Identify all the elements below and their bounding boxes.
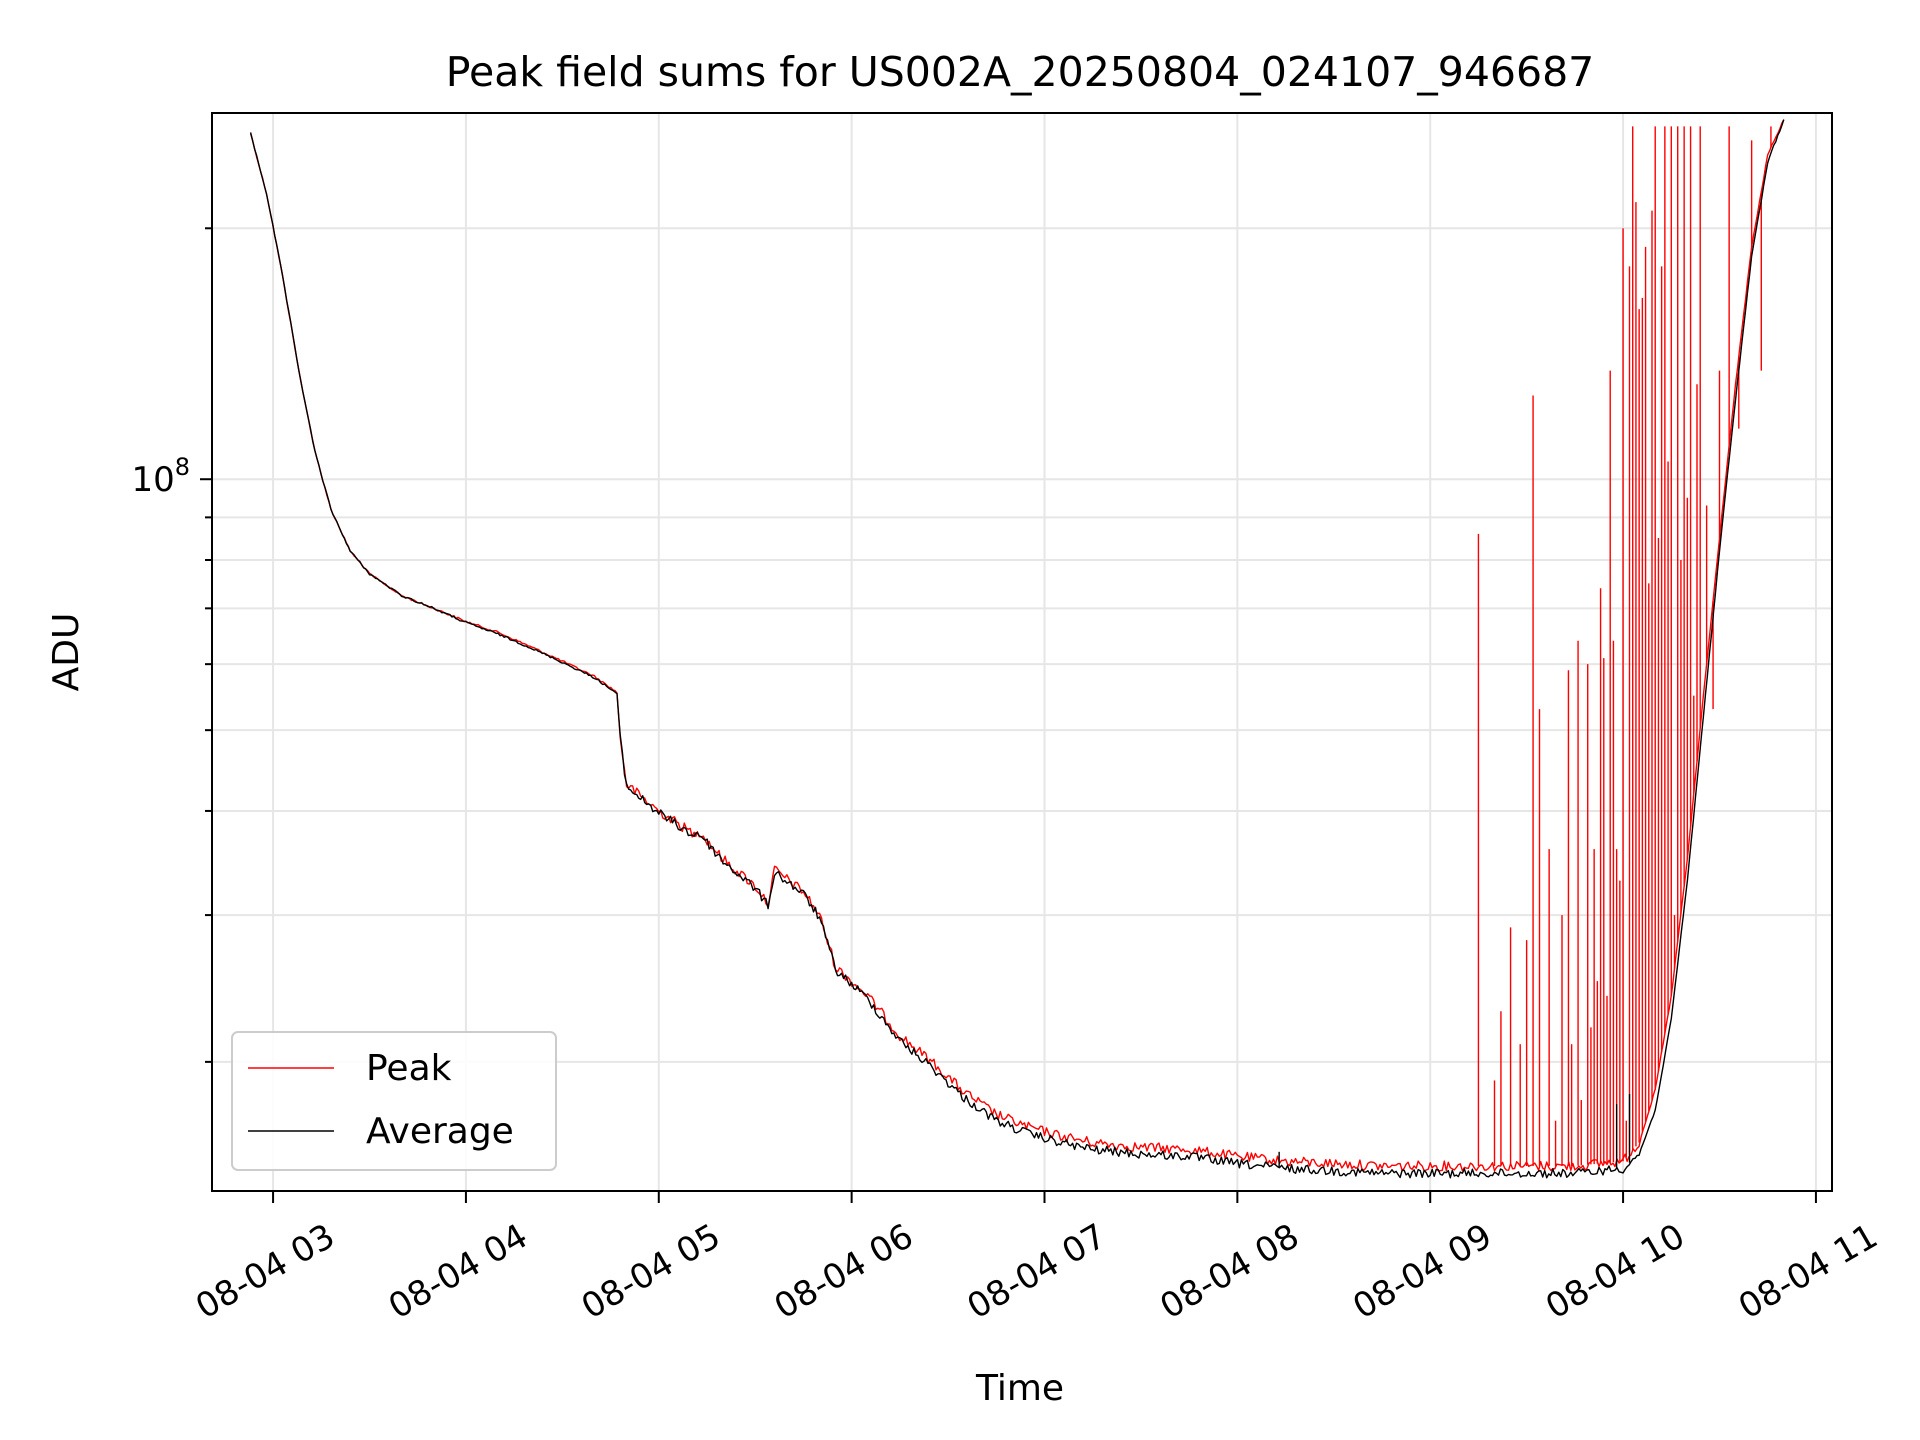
plot-frame — [211, 112, 1833, 1192]
legend-box — [231, 1031, 557, 1171]
average-series-line — [249, 119, 1785, 1179]
peak-series-line — [249, 119, 1785, 1172]
series-layer — [249, 119, 1785, 1179]
chart-title: Peak field sums for US002A_20250804_0241… — [446, 48, 1595, 96]
legend: Peak Average — [231, 1031, 557, 1171]
y-axis-label: ADU — [46, 613, 87, 692]
x-axis-label: Time — [975, 1368, 1064, 1409]
legend-peak-label: Peak — [366, 1048, 452, 1089]
legend-average-label: Average — [366, 1111, 514, 1152]
y-tick-label: 108 — [131, 453, 190, 500]
